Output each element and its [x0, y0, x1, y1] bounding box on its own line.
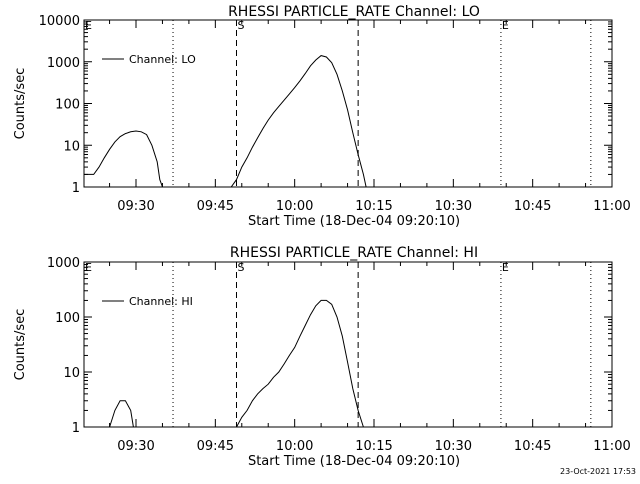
y-tick-label: 1000 [47, 56, 80, 71]
marker-label: E [85, 261, 92, 274]
y-tick-label: 1 [72, 181, 80, 196]
y-tick-label: 10000 [39, 14, 80, 29]
x-tick-label: 09:30 [117, 439, 154, 454]
y-tick-label: 10 [63, 366, 80, 381]
x-tick-label: 10:45 [514, 199, 551, 214]
x-tick-label: 09:45 [197, 199, 234, 214]
x-tick-label: 11:00 [593, 439, 630, 454]
x-tick-label: 11:00 [593, 199, 630, 214]
x-tick-label: 10:00 [276, 199, 313, 214]
x-tick-label: 10:15 [355, 199, 392, 214]
x-tick-label: 10:30 [435, 439, 472, 454]
series-line-lo [84, 55, 367, 188]
generation-timestamp: 23-Oct-2021 17:53 [560, 467, 636, 476]
x-tick-label: 09:30 [117, 199, 154, 214]
y-tick-label: 1 [72, 421, 80, 436]
x-tick-label: 10:15 [355, 439, 392, 454]
y-tick-label: 100 [55, 98, 80, 113]
x-tick-label: 10:45 [514, 439, 551, 454]
marker-label: E [85, 19, 92, 32]
chart-title: RHESSI PARTICLE_RATE Channel: HI [230, 245, 478, 261]
legend-label: Channel: HI [129, 295, 193, 308]
marker-label: S [237, 261, 244, 274]
plot-frame [83, 261, 613, 428]
y-tick-label: 1000 [47, 256, 80, 271]
x-tick-label: 09:45 [197, 439, 234, 454]
legend-label: Channel: LO [129, 53, 196, 66]
marker-label: S [237, 19, 244, 32]
x-tick-label: 10:00 [276, 439, 313, 454]
series-line-hi [109, 299, 364, 428]
x-axis-label: Start Time (18-Dec-04 09:20:10) [248, 454, 460, 469]
y-tick-label: 10 [63, 139, 80, 154]
y-tick-label: 100 [55, 311, 80, 326]
y-axis-label: Counts/sec [13, 309, 28, 381]
plot-frame [83, 19, 613, 188]
chart-title: RHESSI PARTICLE_RATE Channel: LO [228, 4, 480, 20]
marker-label: E [502, 261, 509, 274]
x-axis-label: Start Time (18-Dec-04 09:20:10) [248, 214, 460, 229]
marker-label: E [502, 19, 509, 32]
y-axis-label: Counts/sec [13, 68, 28, 140]
x-tick-label: 10:30 [435, 199, 472, 214]
